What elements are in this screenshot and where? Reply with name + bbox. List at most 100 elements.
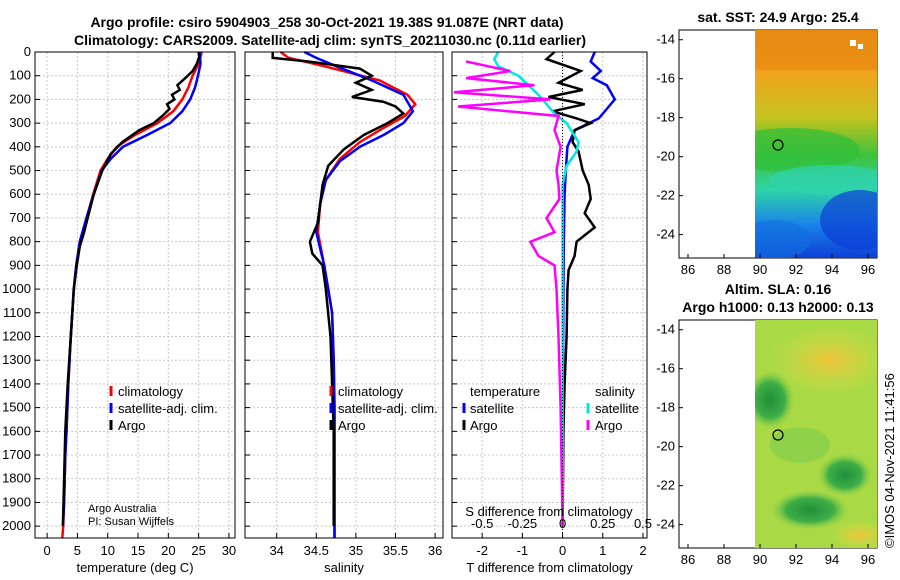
map-x-tick-label: 96 (861, 262, 875, 277)
y-tick-label: 900 (9, 257, 31, 272)
timestamp: ©IMOS 04-Nov-2021 11:41:56 (882, 373, 897, 548)
map-y-tick-label: -16 (656, 361, 675, 376)
map-y-tick-label: -24 (656, 227, 675, 242)
y-tick-label: 2000 (2, 518, 31, 533)
map-y-tick-label: -24 (656, 517, 675, 532)
salinity-panel: 34 34.5 35 35.5 36 salinity climatology satelli… (244, 50, 444, 575)
y-tick-label: 100 (9, 68, 31, 83)
x-tick-label: -1 (517, 543, 529, 558)
y-tick-label: 1900 (2, 494, 31, 509)
legend-label: satellite-adj. clim. (118, 401, 218, 416)
legend-label: satellite (595, 401, 639, 416)
series-line (61, 51, 201, 527)
x-tick-label: 25 (191, 543, 205, 558)
x-tick-label: 34 (269, 543, 283, 558)
map-y-tick-label: -18 (656, 110, 675, 125)
sla-map-title1: Altim. SLA: 0.16 (725, 281, 832, 297)
legend-label: climatology (118, 384, 184, 399)
legend-label: Argo (338, 418, 365, 433)
sst-map-title: sat. SST: 24.9 Argo: 25.4 (697, 9, 859, 25)
axes-frame (244, 51, 444, 539)
map-y-tick-label: -22 (656, 188, 675, 203)
map-x-tick-label: 86 (681, 262, 695, 277)
map-y-tick-label: -18 (656, 400, 675, 415)
map-x-tick-label: 96 (861, 552, 875, 567)
y-tick-label: 1700 (2, 447, 31, 462)
series-line (303, 50, 415, 538)
legend-label: Argo (470, 418, 497, 433)
credits-line2: PI: Susan Wijffels (88, 516, 174, 528)
y-tick-label: 1600 (2, 423, 31, 438)
y-tick-label: 800 (9, 234, 31, 249)
legend-label: Argo (118, 418, 145, 433)
y-tick-label: 200 (9, 91, 31, 106)
axes-frame (34, 51, 236, 539)
map-x-tick-label: 90 (753, 262, 767, 277)
x-tick-label: 35 (349, 543, 363, 558)
x-tick-label: 30 (222, 543, 236, 558)
series-line (61, 51, 203, 539)
x-axis-label: temperature (deg C) (76, 560, 193, 575)
map-x-tick-label: 94 (825, 262, 839, 277)
y-tick-label: 700 (9, 210, 31, 225)
legend-label: satellite (470, 401, 514, 416)
series-line (544, 51, 597, 527)
x-tick-label: 0 (559, 543, 566, 558)
s-tick-label: 0.25 (590, 516, 615, 531)
s-tick-label: -0.25 (508, 516, 538, 531)
map-x-tick-label: 92 (789, 262, 803, 277)
map-y-tick-label: -16 (656, 71, 675, 86)
y-tick-label: 1800 (2, 471, 31, 486)
y-tick-label: 1400 (2, 376, 31, 391)
s-tick-label: -0.5 (471, 516, 493, 531)
s-tick-label: 0 (559, 516, 566, 531)
legend-title-salinity: salinity (595, 384, 635, 399)
y-tick-label: 1100 (3, 305, 31, 320)
x-tick-label: 34.5 (304, 543, 329, 558)
x-tick-label: 1 (599, 543, 606, 558)
y-tick-label: 600 (9, 186, 31, 201)
map-y-tick-label: -14 (656, 322, 675, 337)
s-axis-label: S difference from climatology (465, 504, 633, 519)
x-tick-label: 2 (639, 543, 646, 558)
y-tick-label: 1300 (2, 352, 31, 367)
legend-label: climatology (338, 384, 404, 399)
x-tick-label: 0 (44, 543, 51, 558)
map-y-tick-label: -22 (656, 478, 675, 493)
temperature-panel: 0 5 10 15 20 25 30 temperature (deg C) 0 100 200 30… (2, 44, 236, 575)
map-x-tick-label: 88 (717, 552, 731, 567)
y-tick-label: 400 (9, 139, 31, 154)
x-tick-label: -2 (476, 543, 488, 558)
credits-line1: Argo Australia (88, 503, 157, 515)
sla-heatmap (755, 320, 877, 548)
s-tick-label: 0.5 (634, 516, 652, 531)
map-y-tick-label: -20 (656, 149, 675, 164)
legend-label: Argo (595, 418, 622, 433)
y-tick-label: 500 (9, 163, 31, 178)
series-line (492, 51, 580, 527)
y-tick-label: 300 (9, 115, 31, 130)
difference-panel: -2 -1 0 1 2 T difference from climatology -0.5… (451, 51, 652, 575)
x-tick-label: 10 (100, 543, 114, 558)
figure-title-line1: Argo profile: csiro 5904903_258 30-Oct-2… (90, 14, 563, 30)
x-tick-label: 35.5 (383, 543, 408, 558)
map-x-tick-label: 90 (753, 552, 767, 567)
x-tick-label: 20 (161, 543, 175, 558)
legend-title-temperature: temperature (470, 384, 540, 399)
map-x-tick-label: 88 (717, 262, 731, 277)
y-tick-label: 1500 (2, 400, 31, 415)
map-y-tick-label: -14 (656, 32, 675, 47)
sst-float-marker (772, 139, 784, 151)
sla-map-axes: 86 88 90 92 94 96 -14 -16 -18 -20 -22 -24 (656, 322, 875, 567)
x-axis-label: T difference from climatology (466, 560, 633, 575)
legend-label: satellite-adj. clim. (338, 401, 438, 416)
map-x-tick-label: 92 (789, 552, 803, 567)
map-y-tick-label: -20 (656, 439, 675, 454)
series-line (453, 60, 564, 527)
y-tick-label: 1200 (2, 328, 31, 343)
sst-heatmap (755, 30, 877, 258)
sla-map-title2: Argo h1000: 0.13 h2000: 0.13 (682, 299, 874, 315)
x-tick-label: 5 (74, 543, 81, 558)
map-x-tick-label: 86 (681, 552, 695, 567)
